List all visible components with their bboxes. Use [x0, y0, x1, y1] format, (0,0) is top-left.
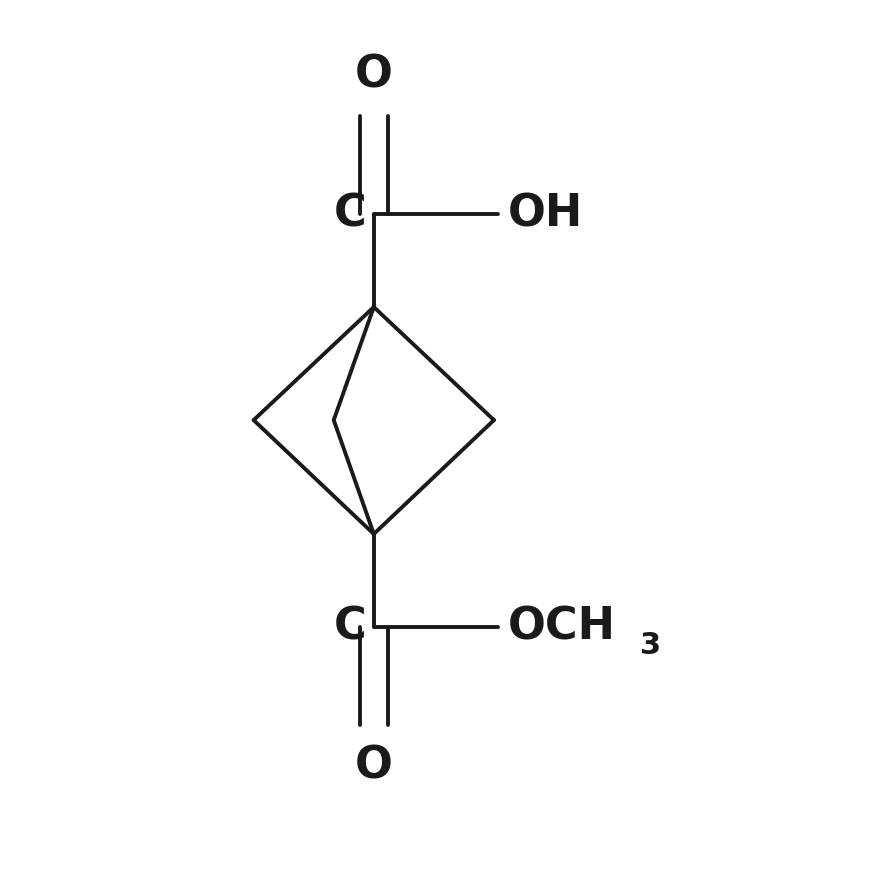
Text: C: C [334, 192, 367, 235]
Text: OH: OH [507, 192, 583, 235]
Text: OCH: OCH [507, 606, 615, 649]
Text: C: C [334, 606, 367, 649]
Text: O: O [355, 53, 392, 96]
Text: O: O [355, 745, 392, 788]
Text: 3: 3 [640, 631, 661, 659]
